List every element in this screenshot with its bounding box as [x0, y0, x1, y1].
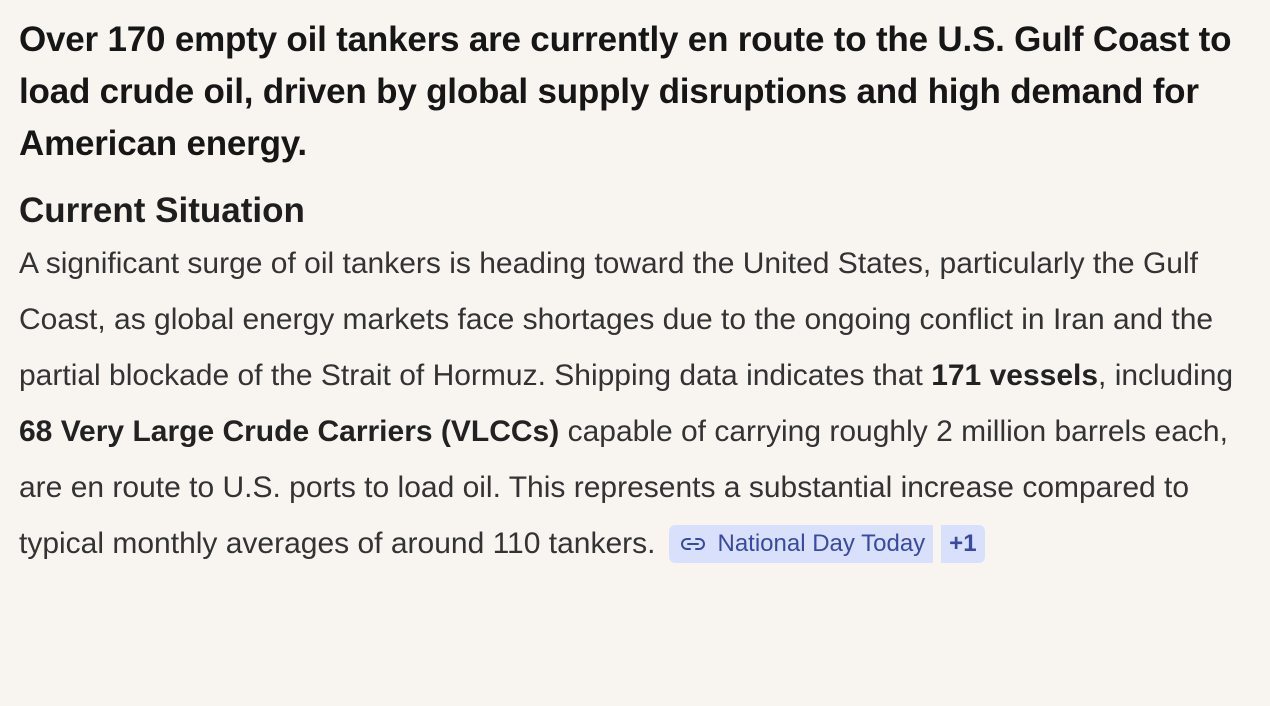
bold-text: 171 vessels: [931, 359, 1099, 392]
citation-label: National Day Today: [717, 530, 926, 557]
headline: Over 170 empty oil tankers are currently…: [19, 20, 1232, 163]
answer-content: Over 170 empty oil tankers are currently…: [19, 14, 1251, 572]
text: A significant surge of oil tankers is he…: [19, 247, 1214, 392]
paragraph: A significant surge of oil tankers is he…: [19, 236, 1251, 572]
citation-more-button[interactable]: +1: [941, 525, 985, 563]
section-title: Current Situation: [19, 191, 305, 230]
link-icon: [681, 538, 706, 550]
bold-text: 68 Very Large Crude Carriers (VLCCs): [19, 415, 560, 448]
text: , including: [1098, 359, 1234, 392]
citation-chip[interactable]: National Day Today: [669, 525, 934, 563]
text: capable of carrying roughly 2 million ba…: [19, 415, 1228, 560]
